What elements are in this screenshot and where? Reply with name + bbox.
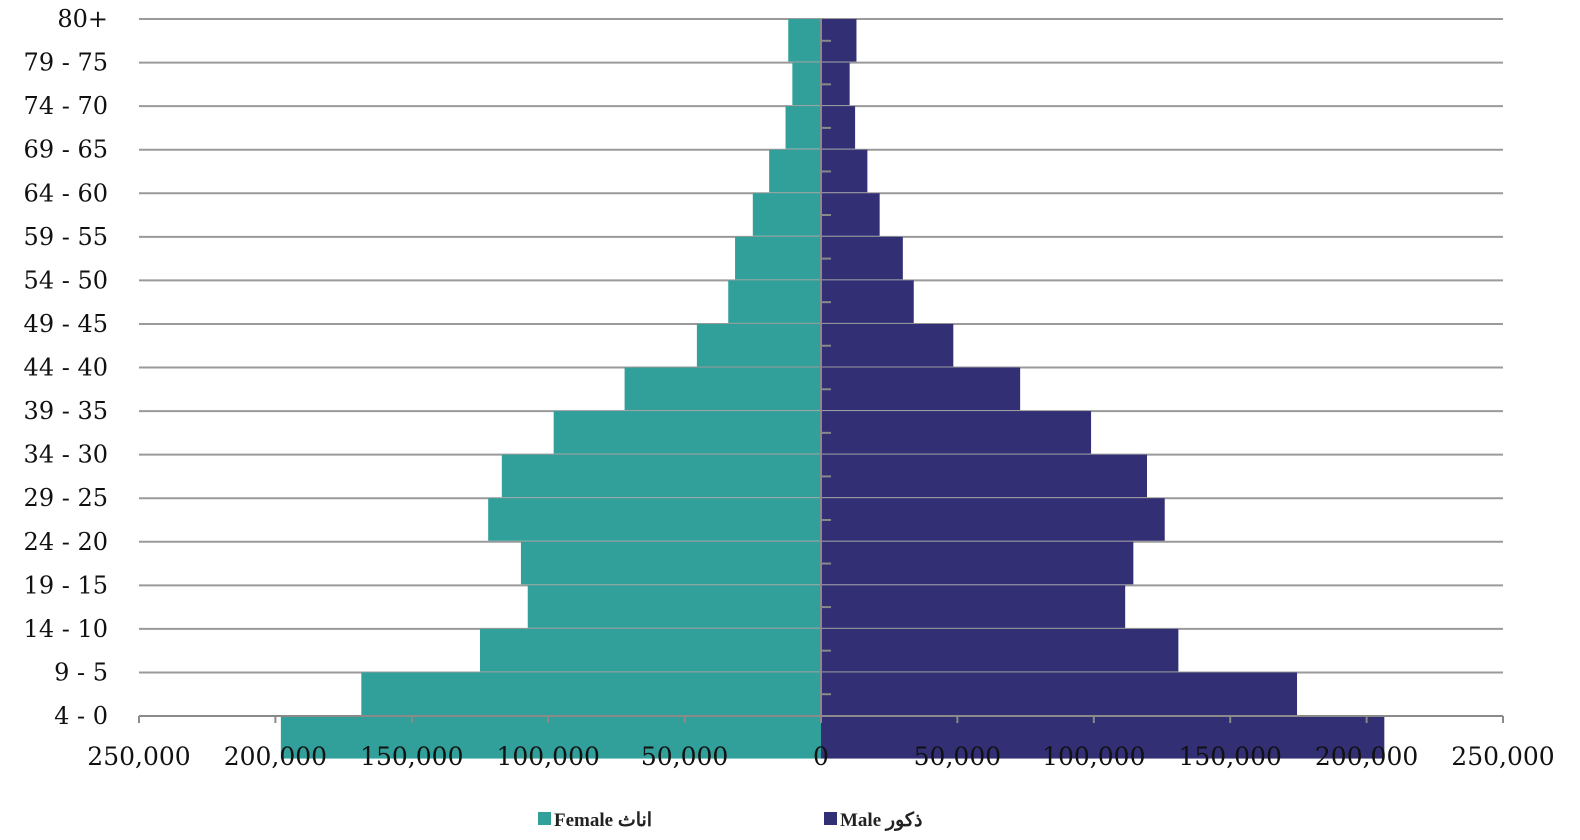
category-label: 64 - 60 [24,179,108,207]
category-label: 9 - 5 [54,658,108,686]
bar-male [821,323,954,367]
legend-label-female: Female اناث [554,810,652,831]
category-label: 80+ [57,5,108,33]
x-tick-label: 50,000 [641,742,728,771]
x-tick-label: 0 [813,742,829,771]
bar-male [821,498,1165,541]
bar-male [821,585,1126,628]
category-label: 4 - 0 [54,702,108,730]
legend-swatch-female [538,812,551,825]
category-label: 49 - 45 [24,310,108,338]
bar-female [488,498,821,541]
x-tick-label: 150,000 [360,742,463,771]
bars [280,19,1385,759]
axes [138,19,1504,723]
category-label: 14 - 10 [24,615,108,643]
category-label: 24 - 20 [24,528,108,556]
bar-male [821,716,1385,759]
bar-male [821,628,1179,672]
labels: 250,000 200,000 150,000 100,000 50,000 0 50,00… [24,5,1555,771]
bar-male [821,672,1298,715]
x-tick-label: 100,000 [497,742,600,771]
bar-female [361,672,821,715]
bar-female [769,149,821,193]
category-label: 44 - 40 [24,354,108,382]
category-label: 54 - 50 [24,266,108,294]
category-label: 34 - 30 [24,441,108,469]
category-label: 39 - 35 [24,397,108,425]
bar-female [792,62,821,106]
legend: Female اناث Male ذكور [538,810,922,831]
category-label: 29 - 25 [24,484,108,512]
bar-female [752,193,821,236]
bar-male [821,367,1021,411]
bar-female [501,454,821,498]
x-tick-label: 100,000 [1042,742,1145,771]
bar-female [788,19,821,62]
bar-female [553,411,821,454]
legend-swatch-male [824,812,837,825]
bar-female [785,106,821,149]
bar-female [280,716,822,759]
bar-male [821,411,1092,454]
bar-male [821,280,914,323]
bar-male [821,541,1134,585]
category-label: 74 - 70 [24,92,108,120]
category-label: 79 - 75 [24,49,108,77]
x-tick-label: 50,000 [914,742,1001,771]
bar-female [735,236,821,280]
category-label: 59 - 55 [24,223,108,251]
bar-female [527,585,821,628]
bar-female [728,280,821,323]
legend-label-male: Male ذكور [840,810,922,831]
bar-male [821,454,1147,498]
bar-male [821,236,903,280]
x-tick-label: 200,000 [224,742,327,771]
bar-female [520,541,821,585]
x-tick-label: 150,000 [1179,742,1282,771]
bar-female [624,367,821,411]
x-tick-label: 250,000 [87,742,190,771]
category-label: 69 - 65 [24,136,108,164]
bar-female [480,628,821,672]
category-label: 19 - 15 [24,571,108,599]
x-tick-label: 200,000 [1315,742,1418,771]
x-tick-label: 250,000 [1451,742,1554,771]
bar-female [696,323,821,367]
